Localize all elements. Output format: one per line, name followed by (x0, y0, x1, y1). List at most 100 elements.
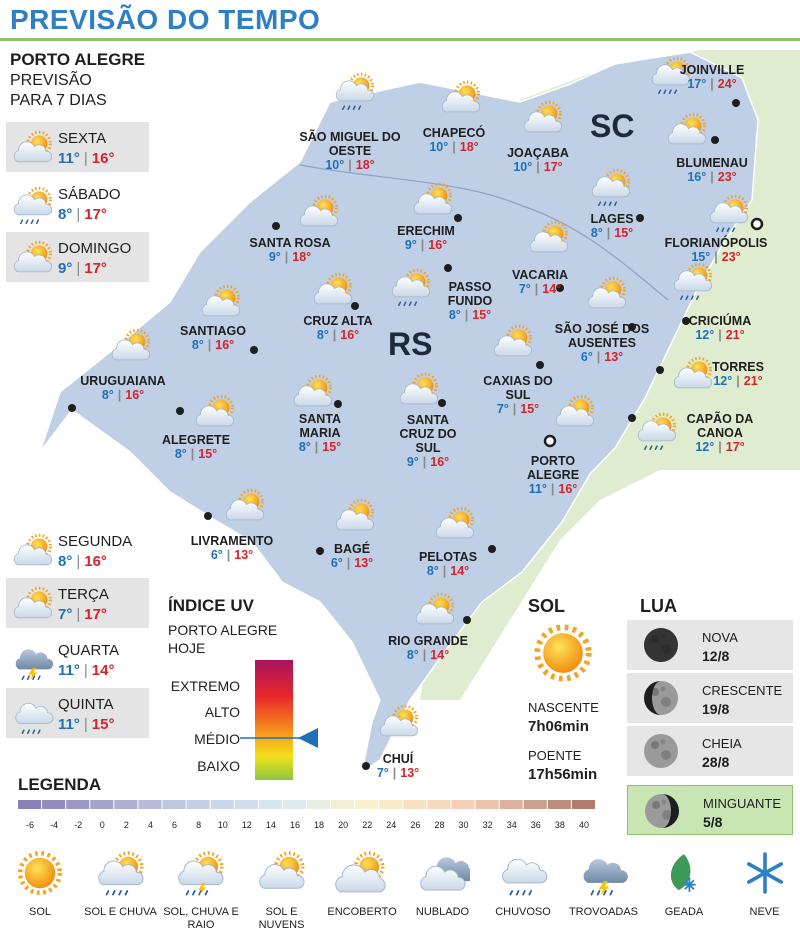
max-temp: 18° (292, 250, 312, 264)
scale-label: 32 (482, 820, 493, 830)
weather-icon (644, 734, 678, 768)
uv-place: PORTO ALEGRE (168, 622, 278, 638)
max-temp: 15° (614, 226, 634, 240)
scale-segment (18, 800, 42, 809)
city-name: BLUMENAU (676, 156, 748, 170)
max-temp: 14° (450, 564, 470, 578)
scale-segment (282, 800, 306, 809)
scale-label: 40 (578, 820, 589, 830)
city-dot (488, 545, 496, 553)
weather-icon (396, 372, 442, 410)
temperatures: 8° | 16° (58, 553, 107, 570)
phase-name: CHEIA (702, 736, 742, 751)
temperatures: 9° | 18° (268, 250, 312, 264)
weather-icon (255, 850, 309, 896)
max-temp: 16° (430, 455, 450, 469)
min-temp: 8° (316, 328, 329, 342)
city-dot (68, 404, 76, 412)
city-name: SÃO MIGUEL DO OESTE (299, 130, 401, 158)
city-name: SANTA CRUZ DO SUL (399, 413, 457, 455)
min-temp: 17° (687, 77, 707, 91)
city-dot (204, 512, 212, 520)
weather-icon (412, 592, 458, 630)
max-temp: 17° (84, 606, 107, 623)
max-temp: 15° (520, 402, 540, 416)
weather-icon (290, 374, 336, 412)
temperatures: 6° | 13° (330, 556, 374, 570)
phase-date: 28/8 (702, 754, 730, 770)
min-temp: 10° (325, 158, 345, 172)
city-name: BAGÉ (333, 542, 371, 556)
max-temp: 15° (198, 447, 218, 461)
weather-icon (410, 182, 456, 220)
scale-segment (186, 800, 210, 809)
phase-name: NOVA (702, 630, 738, 645)
weather-icon (174, 850, 228, 896)
city-name: LIVRAMENTO (190, 534, 274, 548)
max-temp: 18° (459, 140, 479, 154)
min-temp: 9° (58, 260, 73, 277)
temperatures: 8° | 14° (406, 648, 450, 662)
city-dot (316, 547, 324, 555)
city-name: ERECHIM (397, 224, 455, 238)
scale-label: -6 (26, 820, 35, 830)
city-dot (636, 214, 644, 222)
scale-segment (355, 800, 379, 809)
sunrise-label: NASCENTE (528, 700, 599, 715)
region-label: RS (388, 326, 433, 362)
min-temp: 8° (58, 553, 73, 570)
scale-label: 26 (410, 820, 421, 830)
icon-label: ENCOBERTO (327, 906, 397, 918)
day-name: SEGUNDA (58, 533, 133, 550)
weather-icon (584, 276, 630, 314)
scale-segment (523, 800, 547, 809)
sun-title: SOL (528, 596, 566, 616)
day-row: DOMINGO 9° | 17° (6, 232, 149, 282)
region-label: SC (590, 108, 635, 144)
max-temp: 17° (543, 160, 563, 174)
weather-icon (645, 794, 679, 828)
min-temp: 8° (58, 206, 73, 223)
city: JOINVILLE 17° | 24° (667, 63, 757, 91)
city-name: CAXIAS DO SUL (483, 374, 553, 402)
city-name: JOAÇABA (507, 146, 569, 160)
city: PELOTAS 8° | 14° (413, 550, 483, 578)
scale-segment (42, 800, 66, 809)
temperature-scale (18, 800, 595, 809)
city-dot (351, 302, 359, 310)
weather-icon (670, 262, 716, 300)
city-name: URUGUAIANA (80, 374, 166, 388)
uv-level: EXTREMO (170, 678, 240, 694)
city-dot (444, 264, 452, 272)
scale-label: 8 (196, 820, 202, 830)
temperatures: 8° | 15° (298, 440, 342, 454)
city: CAXIAS DO SUL 7° | 15° (483, 374, 553, 416)
city-name: PASSO FUNDO (447, 280, 493, 308)
scale-label: 28 (434, 820, 445, 830)
city: CHAPECÓ 10° | 18° (409, 126, 499, 154)
city: LAGES 8° | 15° (577, 212, 647, 240)
max-temp: 17° (84, 206, 107, 223)
city-name: JOINVILLE (679, 63, 745, 77)
weather-icon (192, 394, 238, 432)
max-temp: 13° (604, 350, 624, 364)
max-temp: 13° (354, 556, 374, 570)
scale-segment (66, 800, 90, 809)
weather-icon (310, 272, 356, 310)
sun-icon (528, 618, 598, 688)
city-dot (628, 323, 636, 331)
scale-segment (499, 800, 523, 809)
day-row: QUARTA 11° | 14° (6, 634, 149, 684)
temperatures: 12° | 21° (695, 328, 745, 342)
icon-label: SOL E CHUVA (84, 906, 157, 918)
temperatures: 12° | 21° (713, 374, 763, 388)
icon-label: SOL, CHUVA E RAIO (163, 906, 239, 931)
max-temp: 13° (234, 548, 254, 562)
city: RIO GRANDE 8° | 14° (378, 634, 478, 662)
city: TORRES 12° | 21° (703, 360, 773, 388)
icon-label: NEVE (749, 906, 780, 918)
city-name: VACARIA (511, 268, 569, 282)
state-border (299, 164, 669, 301)
day-name: TERÇA (58, 586, 109, 603)
